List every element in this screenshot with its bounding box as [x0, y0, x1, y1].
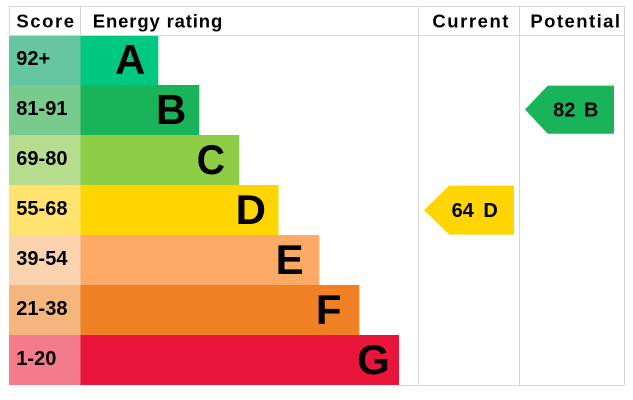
svg-text:Potential: Potential: [530, 10, 621, 31]
svg-text:G: G: [357, 336, 390, 383]
svg-text:D: D: [236, 186, 266, 233]
svg-text:A: A: [115, 36, 145, 83]
svg-text:64 D: 64 D: [452, 200, 498, 222]
svg-text:Energy rating: Energy rating: [93, 10, 223, 31]
svg-text:E: E: [276, 236, 304, 283]
svg-text:69-80: 69-80: [16, 148, 67, 170]
svg-text:F: F: [316, 286, 342, 333]
svg-text:C: C: [197, 136, 225, 184]
svg-text:21-38: 21-38: [16, 298, 67, 320]
svg-text:92+: 92+: [16, 48, 50, 70]
svg-text:Current: Current: [432, 10, 510, 31]
svg-text:1-20: 1-20: [16, 348, 56, 370]
svg-text:39-54: 39-54: [16, 248, 68, 270]
svg-text:55-68: 55-68: [16, 198, 67, 220]
svg-text:Score: Score: [16, 10, 75, 31]
svg-text:81-91: 81-91: [16, 98, 67, 120]
svg-text:B: B: [156, 86, 186, 133]
svg-text:82 B: 82 B: [553, 99, 598, 121]
